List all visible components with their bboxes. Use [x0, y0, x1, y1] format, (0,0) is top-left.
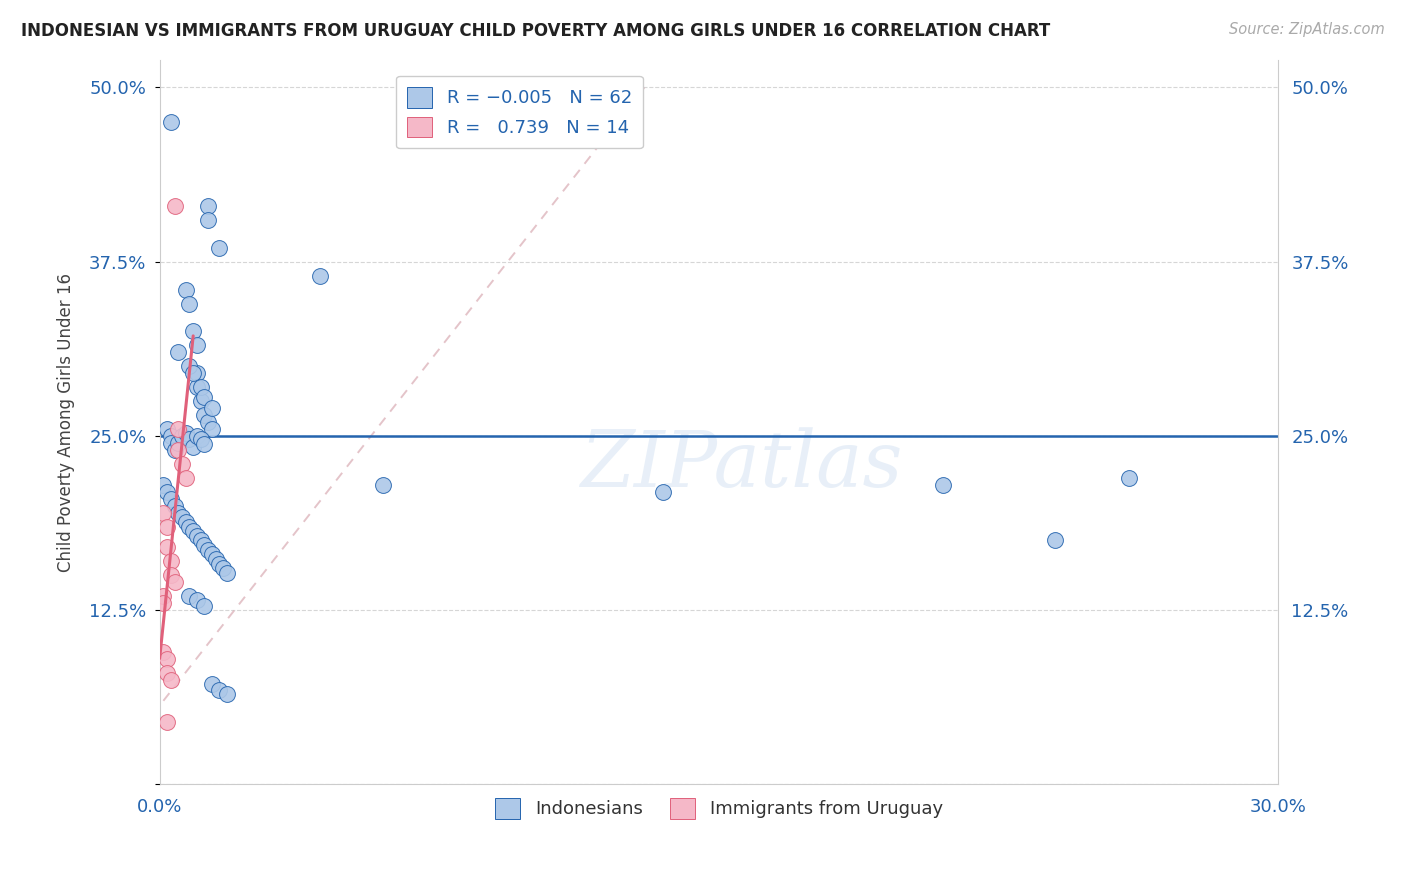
Point: [204, 551, 226, 566]
Point: [159, 491, 181, 506]
Point: [170, 457, 193, 471]
Point: [215, 687, 238, 701]
Point: [1118, 471, 1140, 485]
Point: [179, 296, 201, 310]
Point: [208, 682, 231, 697]
Point: [179, 589, 201, 603]
Point: [193, 538, 215, 552]
Point: [193, 599, 215, 613]
Point: [163, 499, 186, 513]
Point: [193, 437, 215, 451]
Point: [159, 429, 181, 443]
Point: [167, 422, 190, 436]
Point: [197, 213, 219, 227]
Point: [186, 593, 208, 607]
Point: [156, 714, 179, 729]
Point: [152, 596, 174, 610]
Point: [208, 241, 231, 255]
Point: [167, 506, 190, 520]
Point: [179, 432, 201, 446]
Point: [186, 338, 208, 352]
Point: [156, 422, 179, 436]
Point: [159, 115, 181, 129]
Point: [174, 283, 197, 297]
Text: INDONESIAN VS IMMIGRANTS FROM URUGUAY CHILD POVERTY AMONG GIRLS UNDER 16 CORRELA: INDONESIAN VS IMMIGRANTS FROM URUGUAY CH…: [21, 22, 1050, 40]
Point: [152, 645, 174, 659]
Point: [201, 677, 224, 691]
Point: [156, 665, 179, 680]
Point: [167, 436, 190, 450]
Point: [373, 477, 395, 491]
Point: [181, 524, 204, 538]
Point: [163, 575, 186, 590]
Point: [152, 506, 174, 520]
Text: ZIPatlas: ZIPatlas: [581, 427, 903, 504]
Point: [156, 652, 179, 666]
Point: [167, 345, 190, 359]
Point: [186, 429, 208, 443]
Point: [197, 543, 219, 558]
Legend: Indonesians, Immigrants from Uruguay: Indonesians, Immigrants from Uruguay: [488, 791, 950, 826]
Point: [309, 268, 332, 283]
Point: [174, 516, 197, 530]
Point: [152, 477, 174, 491]
Point: [215, 566, 238, 580]
Point: [181, 440, 204, 454]
Point: [201, 422, 224, 436]
Point: [156, 541, 179, 555]
Point: [190, 394, 212, 409]
Point: [931, 477, 953, 491]
Point: [193, 408, 215, 422]
Point: [163, 442, 186, 457]
Point: [193, 390, 215, 404]
Point: [201, 401, 224, 415]
Point: [174, 471, 197, 485]
Point: [186, 366, 208, 380]
Y-axis label: Child Poverty Among Girls Under 16: Child Poverty Among Girls Under 16: [58, 273, 75, 572]
Point: [156, 519, 179, 533]
Point: [181, 366, 204, 380]
Point: [170, 509, 193, 524]
Point: [159, 436, 181, 450]
Point: [197, 415, 219, 429]
Point: [170, 429, 193, 443]
Point: [186, 380, 208, 394]
Point: [179, 359, 201, 374]
Text: Source: ZipAtlas.com: Source: ZipAtlas.com: [1229, 22, 1385, 37]
Point: [152, 589, 174, 603]
Point: [167, 442, 190, 457]
Point: [190, 533, 212, 548]
Point: [181, 325, 204, 339]
Point: [163, 199, 186, 213]
Point: [190, 432, 212, 446]
Point: [159, 673, 181, 687]
Point: [159, 554, 181, 568]
Point: [201, 548, 224, 562]
Point: [212, 561, 235, 575]
Point: [156, 484, 179, 499]
Point: [159, 568, 181, 582]
Point: [1043, 533, 1066, 548]
Point: [197, 199, 219, 213]
Point: [208, 558, 231, 572]
Point: [174, 426, 197, 441]
Point: [190, 380, 212, 394]
Point: [652, 484, 675, 499]
Point: [186, 529, 208, 543]
Point: [179, 519, 201, 533]
